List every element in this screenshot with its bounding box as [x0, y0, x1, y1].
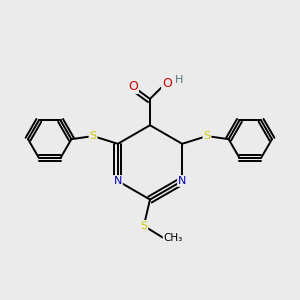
Text: S: S [89, 131, 97, 141]
Text: S: S [140, 221, 147, 231]
Text: CH₃: CH₃ [164, 233, 183, 243]
Text: O: O [162, 77, 172, 90]
Text: N: N [114, 176, 122, 186]
Text: S: S [203, 131, 211, 141]
Text: N: N [178, 176, 186, 186]
Text: O: O [128, 80, 138, 93]
Text: H: H [175, 75, 184, 85]
